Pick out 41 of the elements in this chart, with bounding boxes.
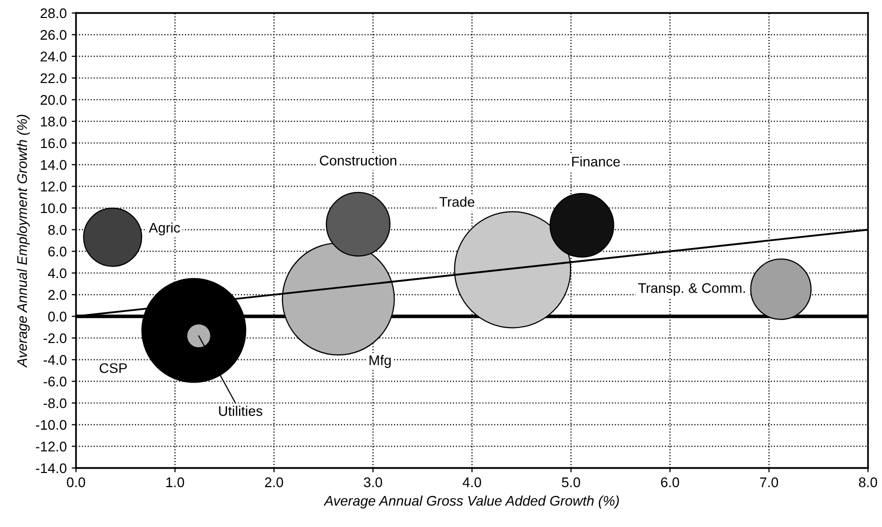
y-axis-title: Average Annual Employment Growth (%) (16, 114, 30, 368)
series-label: CSP (100, 363, 127, 374)
x-tick-label: 8.0 (858, 477, 878, 488)
y-tick-label: -2.0 (44, 333, 66, 344)
y-tick-label: 28.0 (40, 8, 66, 18)
y-tick-label: 10.0 (41, 203, 66, 214)
y-tick-label: 4.0 (48, 268, 66, 278)
y-tick-label: 12.0 (41, 182, 66, 192)
y-tick-label: 22.0 (40, 73, 66, 84)
y-tick-label: 14.0 (41, 160, 66, 170)
y-tick-label: -12.0 (36, 442, 66, 452)
series-label: Agric (148, 222, 180, 236)
series-label: Trade (439, 196, 474, 207)
x-tick-label: 4.0 (462, 477, 482, 488)
x-axis-title: Average Annual Gross Value Added Growth (%) (324, 496, 619, 508)
y-tick-label: -10.0 (36, 420, 66, 430)
x-tick-label: 3.0 (364, 477, 382, 488)
y-tick-label: -8.0 (44, 398, 66, 408)
y-tick-label: 8.0 (48, 225, 66, 235)
text: Construction (320, 155, 396, 166)
x-tick-label: 1.0 (166, 477, 184, 488)
y-tick-label: -6.0 (44, 376, 66, 387)
y-tick-label: 20.0 (40, 95, 66, 105)
y-tick-label: 0.0 (48, 312, 66, 322)
y-tick-label: 26.0 (40, 30, 66, 40)
x-tick-label: 2.0 (265, 477, 284, 488)
series-label: Transp. & Comm. (638, 283, 745, 296)
y-tick-label: 16.0 (41, 138, 66, 148)
y-tick-label: 6.0 (48, 246, 66, 257)
x-tick-label: 6.0 (661, 477, 680, 488)
y-tick-label: 18.0 (41, 116, 66, 127)
x-tick-label: 7.0 (760, 477, 778, 488)
text: Utilities (219, 406, 262, 416)
x-tick-label: 0.0 (66, 477, 86, 488)
y-tick-label: 24.0 (40, 52, 66, 62)
y-tick-label: 2.0 (48, 290, 66, 300)
y-tick-label: -4.0 (44, 355, 66, 365)
text: Finance (572, 156, 620, 167)
series-label: Mfg (370, 355, 391, 368)
x-tick-label: 5.0 (562, 477, 580, 488)
y-tick-label: -14.0 (36, 463, 66, 474)
